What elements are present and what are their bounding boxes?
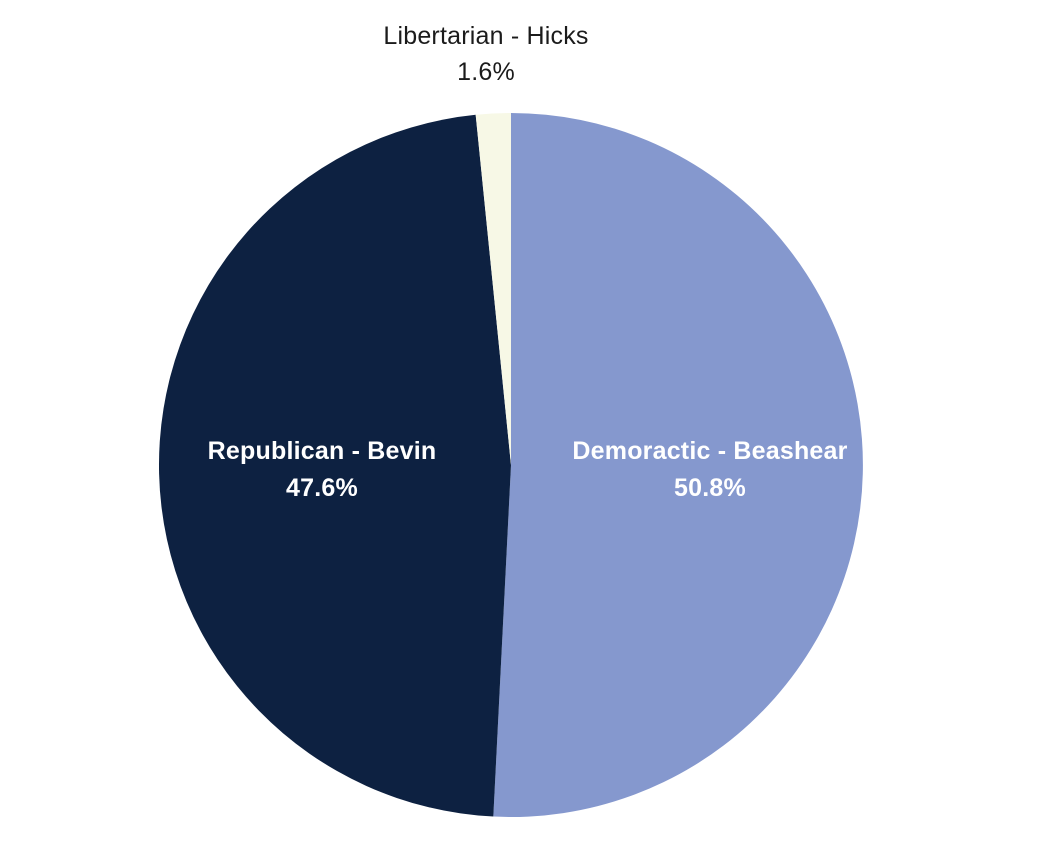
slice-label-text: Republican - Bevin — [207, 437, 437, 465]
slice-label-text: Libertarian - Hicks — [383, 22, 589, 50]
slice-label-text: Demoractic - Beashear — [572, 437, 848, 465]
pie-slice-libertarian — [475, 113, 511, 465]
slice-label-pct: 1.6% — [457, 58, 515, 86]
pie-slice-democratic — [493, 113, 863, 817]
slice-label-libertarian: Libertarian - Hicks 1.6% — [383, 18, 588, 90]
slice-label-republican: Republican - Bevin 47.6% — [208, 433, 437, 507]
slice-label-democratic: Demoractic - Beashear 50.8% — [572, 433, 847, 507]
slice-label-pct: 47.6% — [286, 474, 358, 502]
pie-slice-republican — [158, 114, 511, 817]
slice-label-pct: 50.8% — [674, 474, 746, 502]
